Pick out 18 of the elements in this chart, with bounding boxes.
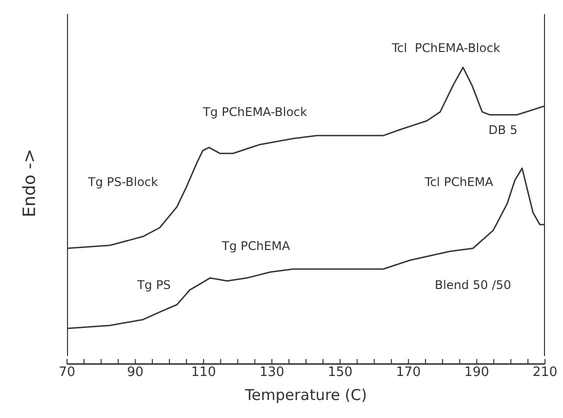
annotation: DB 5 <box>488 122 518 138</box>
annotation: Tcl PChEMA <box>424 174 494 190</box>
annotation: Tg PChEMA <box>220 238 292 254</box>
x-tick-label: 70 <box>58 365 76 380</box>
x-tick-label: 130 <box>259 365 284 380</box>
y-axis-title: Endo -> <box>20 148 40 220</box>
x-tick-label: 190 <box>464 365 490 380</box>
x-tick-label: 110 <box>191 365 216 380</box>
x-tick-label: 150 <box>328 365 353 380</box>
annotation: Tg PChEMA-Block <box>202 104 308 120</box>
x-tick-label: 90 <box>127 365 144 380</box>
x-axis-title: Temperature (C) <box>244 386 368 404</box>
x-tick-label: 210 <box>532 365 558 380</box>
annotation: Tg PS <box>136 277 172 293</box>
text: Tcl PChEMA-Block <box>390 40 502 56</box>
annotation: Tg PS-Block <box>88 175 158 189</box>
x-tick-label: 170 <box>396 365 421 380</box>
annotation: Blend 50 /50 <box>434 277 512 293</box>
